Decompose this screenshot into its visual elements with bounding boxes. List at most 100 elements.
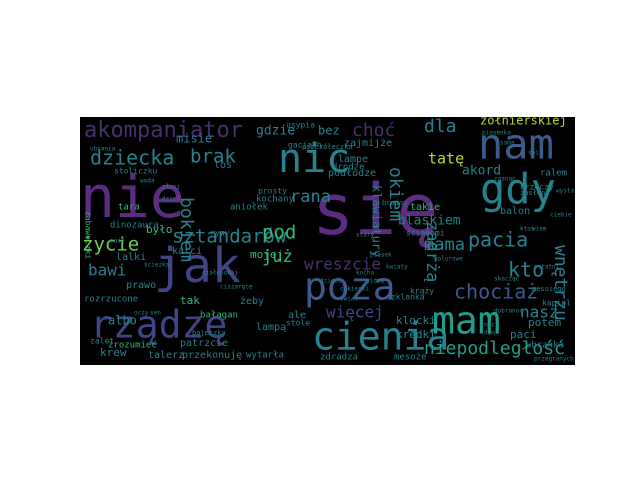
word-121: kwiaty: [386, 264, 408, 271]
word-5: rządzę: [90, 303, 227, 347]
word-15: okiem: [385, 167, 406, 221]
word-48: przekonuję: [182, 350, 242, 361]
word-6: cienia: [312, 315, 449, 359]
word-71: dinozaura: [110, 221, 159, 231]
word-106: złoci: [162, 184, 180, 191]
word-64: lampą: [256, 322, 286, 333]
word-115: ktoś: [520, 226, 535, 233]
word-129: wystarczy: [556, 188, 575, 195]
word-78: kochany: [256, 195, 295, 205]
word-118: brudny: [382, 199, 407, 207]
word-45: krew: [100, 346, 127, 359]
word-110: ręce: [238, 284, 253, 291]
word-13: niepodległość: [424, 338, 565, 359]
word-42: potem: [528, 316, 561, 329]
word-1: się: [312, 169, 438, 251]
word-84: zasłoni: [520, 189, 550, 197]
word-92: dobranoc: [494, 308, 523, 315]
word-130: może: [110, 238, 125, 245]
word-63: bałagan: [200, 311, 238, 321]
word-38: akord: [462, 164, 501, 179]
word-41: paci: [510, 328, 537, 341]
word-18: mama: [424, 235, 465, 255]
word-83: ubrania: [90, 146, 116, 153]
word-100: kocha: [356, 270, 374, 277]
word-111: oczy: [134, 310, 149, 317]
word-109: cisza: [220, 284, 238, 291]
word-19: tatę: [428, 150, 464, 168]
word-112: sen: [150, 310, 161, 317]
word-11: dziecka: [90, 146, 174, 170]
word-27: już: [262, 247, 293, 267]
word-70: zabaweczki: [84, 211, 93, 259]
word-51: mesoże: [394, 353, 427, 363]
word-46: albo: [108, 314, 137, 328]
word-96: pszczółeczka: [302, 143, 353, 151]
word-55: karci: [172, 246, 202, 257]
word-127: ciebie: [550, 212, 572, 219]
word-22: kto: [508, 258, 544, 282]
word-62: tak: [180, 294, 200, 307]
word-60: zrozumieć: [108, 340, 157, 351]
word-4: gdy: [480, 165, 556, 214]
word-126: ostatni: [534, 264, 560, 271]
word-26: pod: [262, 222, 296, 244]
word-94: stoliczku: [114, 167, 158, 176]
word-81: takie: [410, 202, 440, 213]
word-39: blaskiem: [398, 214, 461, 229]
word-61: patrzcie: [180, 338, 228, 349]
word-44: klocki: [396, 314, 436, 327]
word-113: noc: [484, 322, 495, 329]
word-12: sztandarów: [172, 226, 287, 248]
word-cloud-panel: nie się jak nam gdy rządzę cienia mam poza nic ako…: [80, 117, 575, 365]
word-67: stole: [286, 319, 310, 328]
word-86: krąży: [410, 287, 434, 296]
word-82: rymy: [210, 229, 229, 238]
word-119: dzieci: [320, 278, 342, 285]
word-72: tara: [118, 203, 140, 213]
word-30: nasz: [520, 303, 559, 322]
word-74: krzeczy: [520, 183, 554, 192]
word-49: wytarła: [246, 351, 284, 361]
word-77: los: [214, 160, 232, 171]
word-91: przegranych: [534, 356, 574, 363]
word-25: brak: [190, 146, 236, 168]
word-90: mesoiego: [532, 285, 566, 293]
word-107: dzień: [162, 196, 180, 203]
word-124: zalet: [90, 337, 114, 346]
word-114: dom: [484, 330, 495, 337]
word-16: pacia: [468, 228, 528, 252]
word-57: lalki: [116, 252, 146, 263]
word-56: było: [146, 223, 173, 236]
word-128: zasnąć: [494, 176, 516, 183]
word-73: balon: [500, 206, 530, 217]
word-24: bokiem: [176, 197, 197, 262]
word-103: piosenka: [482, 130, 511, 137]
word-17: wnętrzu: [550, 245, 571, 321]
word-8: poza: [304, 265, 396, 309]
word-47: talerz: [148, 350, 184, 361]
word-98: ciało: [202, 270, 220, 277]
word-10: akompaniator: [84, 118, 243, 143]
word-14: chociaż: [454, 280, 538, 304]
word-76: zajmijże: [344, 138, 392, 149]
word-7: mam: [432, 299, 501, 343]
word-34: gdzie: [256, 124, 295, 139]
word-80: drodze: [332, 163, 365, 173]
word-52: lampe: [338, 154, 368, 165]
word-23: życie: [82, 234, 139, 256]
word-28: wreszcie: [304, 255, 381, 274]
word-40: klawiatury: [370, 185, 384, 257]
word-0: nie: [80, 163, 185, 231]
word-20: choć: [352, 120, 395, 141]
word-50: zdradza: [320, 353, 358, 363]
word-32: bawi: [88, 261, 127, 280]
word-65: żeby: [240, 296, 264, 307]
word-31: zadrżą: [422, 221, 442, 282]
word-69: ubranka: [526, 341, 564, 351]
word-43: kredki: [396, 328, 436, 341]
word-33: rana: [290, 187, 331, 207]
word-95: ścianami: [406, 228, 445, 238]
word-116: wiem: [532, 226, 547, 233]
